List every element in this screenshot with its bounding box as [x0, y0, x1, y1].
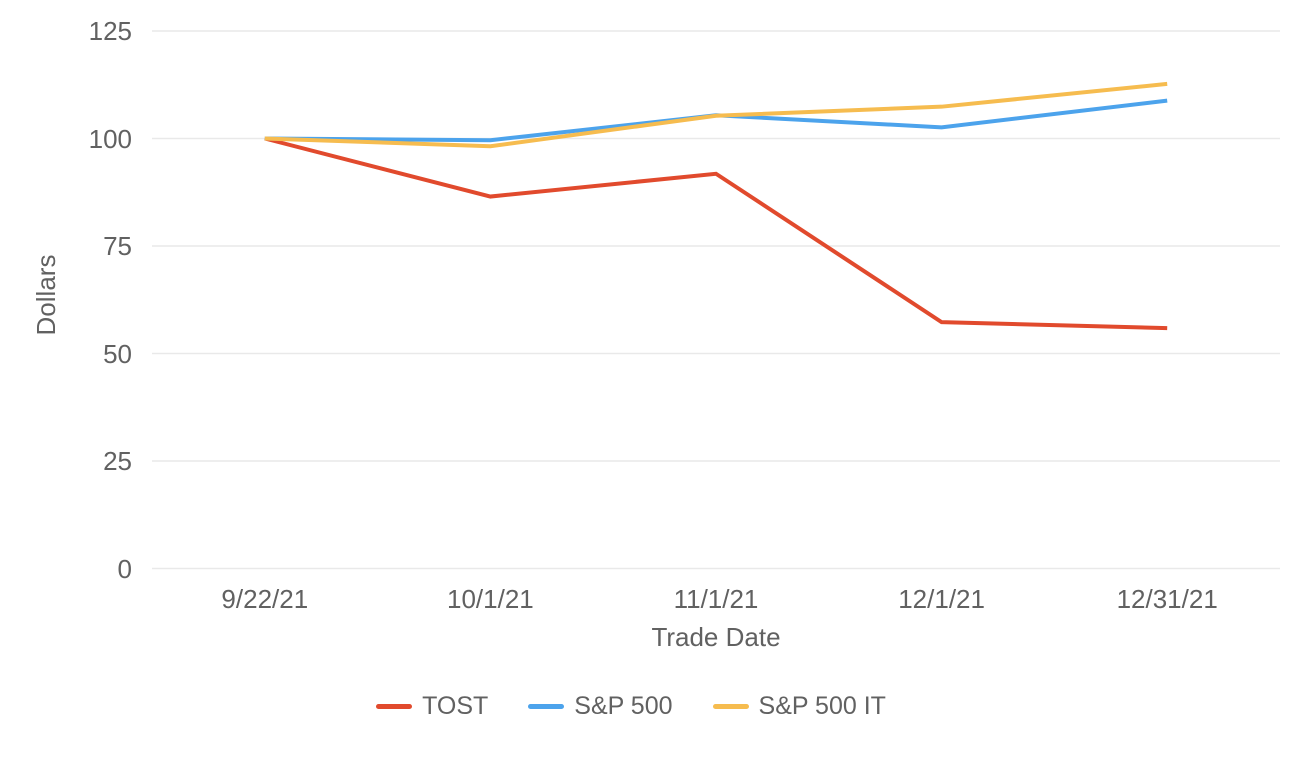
- x-axis-title: Trade Date: [651, 622, 781, 652]
- series-line-s-p-500-it: [264, 81, 1168, 149]
- series-line-s-p-500: [264, 98, 1168, 143]
- series-line-tost: [264, 136, 1168, 331]
- y-tick-label: 0: [117, 553, 132, 584]
- y-axis-title: Dollars: [31, 254, 61, 336]
- legend-item-s-p-500: S&P 500: [528, 690, 673, 722]
- legend-swatch-s-p-500: [528, 703, 565, 709]
- legend-swatch-s-p-500-it: [712, 703, 749, 709]
- legend-swatch-tost: [376, 703, 413, 709]
- y-tick-label: 100: [88, 123, 132, 154]
- x-tick-label: 11/1/21: [673, 584, 759, 614]
- legend-item-s-p-500-it: S&P 500 IT: [712, 690, 886, 722]
- y-tick-label: 25: [103, 446, 132, 476]
- legend-label: TOST: [422, 692, 489, 720]
- legend-label: S&P 500 IT: [758, 692, 886, 720]
- y-tick-label: 75: [103, 231, 132, 261]
- y-tick-label: 125: [88, 16, 132, 46]
- x-tick-label: 12/31/21: [1116, 584, 1218, 614]
- y-tick-label: 50: [103, 338, 132, 369]
- legend-item-tost: TOST: [376, 690, 488, 722]
- legend-label: S&P 500: [574, 692, 673, 720]
- chart-legend: TOST S&P 500 S&P 500 IT: [0, 690, 1262, 722]
- x-tick-label: 12/1/21: [898, 584, 985, 614]
- x-tick-label: 10/1/21: [447, 584, 534, 614]
- x-tick-label: 9/22/21: [221, 584, 309, 614]
